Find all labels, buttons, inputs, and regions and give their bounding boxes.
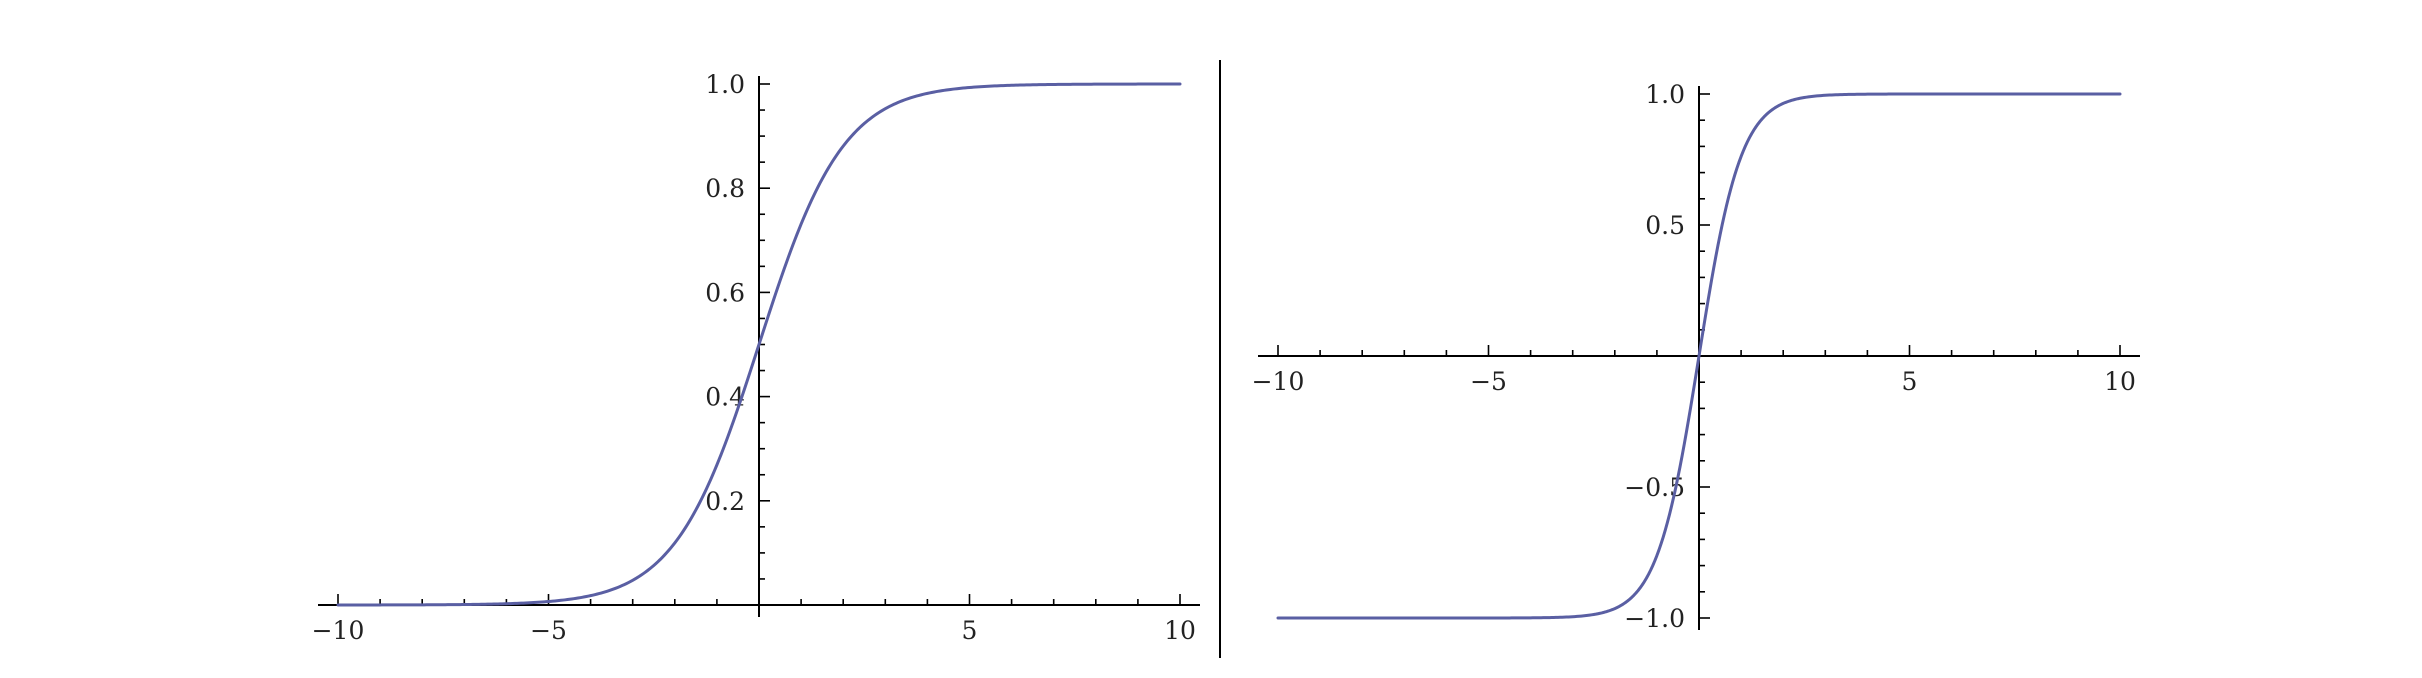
tanh-x-tick-label: −5 <box>1470 367 1507 396</box>
sigmoid-x-tick-label: 10 <box>1164 616 1196 645</box>
sigmoid-y-tick-label: 0.2 <box>705 487 745 516</box>
tanh-x-tick-label: −10 <box>1252 367 1305 396</box>
sigmoid-x-tick-label: −5 <box>530 616 567 645</box>
sigmoid-plot: −10 −5 5 100.20.40.60.81.0 <box>312 70 1200 645</box>
sigmoid-x-tick-label: −10 <box>312 616 365 645</box>
tanh-y-tick-label: −1.0 <box>1624 604 1685 633</box>
sigmoid-y-tick-label: 1.0 <box>705 70 745 99</box>
tanh-plot: −10 −5 5 10−1.0−0.50.51.0 <box>1252 80 2140 633</box>
sigmoid-x-tick-label: 5 <box>962 616 978 645</box>
tanh-x-tick-label: 5 <box>1902 367 1918 396</box>
tanh-curve <box>1276 92 2122 620</box>
tanh-y-tick-label: 1.0 <box>1645 80 1685 109</box>
sigmoid-y-tick-label: 0.8 <box>705 174 745 203</box>
tanh-x-tick-label: 10 <box>2104 367 2136 396</box>
sigmoid-y-tick-label: 0.6 <box>705 278 745 307</box>
sigmoid-curve <box>336 82 1182 607</box>
tanh-y-tick-label: 0.5 <box>1645 211 1685 240</box>
